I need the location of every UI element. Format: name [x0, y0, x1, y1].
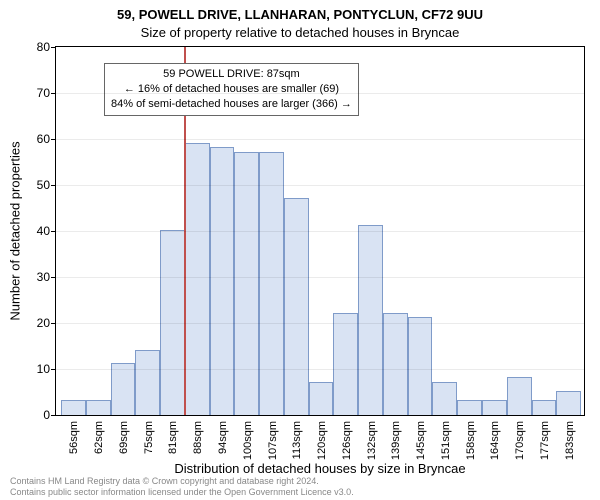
- xtick-label: 69sqm: [118, 421, 130, 454]
- xtick-label: 120sqm: [316, 421, 328, 460]
- ytick-mark: [51, 47, 56, 48]
- gridline: [56, 323, 584, 324]
- xtick-label: 145sqm: [415, 421, 427, 460]
- bar: [111, 363, 136, 415]
- bar: [86, 400, 111, 415]
- bar: [259, 152, 284, 415]
- chart-area: 56sqm62sqm69sqm75sqm81sqm88sqm94sqm100sq…: [55, 46, 585, 416]
- gridline: [56, 93, 584, 94]
- ytick-mark: [51, 139, 56, 140]
- attribution: Contains HM Land Registry data © Crown c…: [10, 476, 590, 498]
- bar: [135, 350, 160, 415]
- gridline: [56, 369, 584, 370]
- gridline: [56, 185, 584, 186]
- annotation-line1: 59 POWELL DRIVE: 87sqm: [111, 67, 352, 82]
- y-axis-label: Number of detached properties: [8, 141, 23, 320]
- bar: [408, 317, 433, 415]
- annotation-line3: 84% of semi-detached houses are larger (…: [111, 97, 352, 112]
- xtick-label: 139sqm: [390, 421, 402, 460]
- bar: [358, 225, 383, 415]
- bar: [457, 400, 482, 415]
- ytick-label: 60: [37, 132, 50, 146]
- xtick-label: 177sqm: [539, 421, 551, 460]
- ytick-label: 40: [37, 224, 50, 238]
- page-subtitle: Size of property relative to detached ho…: [0, 24, 600, 40]
- annotation-box: 59 POWELL DRIVE: 87sqm ← 16% of detached…: [104, 63, 359, 116]
- xtick-label: 88sqm: [192, 421, 204, 454]
- attribution-line1: Contains HM Land Registry data © Crown c…: [10, 476, 590, 487]
- xtick-label: 94sqm: [217, 421, 229, 454]
- bar: [185, 143, 210, 415]
- plot-background: 56sqm62sqm69sqm75sqm81sqm88sqm94sqm100sq…: [55, 46, 585, 416]
- ytick-label: 10: [37, 362, 50, 376]
- ytick-mark: [51, 369, 56, 370]
- xtick-label: 62sqm: [93, 421, 105, 454]
- x-axis-label: Distribution of detached houses by size …: [55, 461, 585, 476]
- annotation-line2: ← 16% of detached houses are smaller (69…: [111, 82, 352, 97]
- gridline: [56, 139, 584, 140]
- ytick-label: 30: [37, 270, 50, 284]
- attribution-line2: Contains public sector information licen…: [10, 487, 590, 498]
- ytick-mark: [51, 415, 56, 416]
- xtick-label: 100sqm: [242, 421, 254, 460]
- bar: [383, 313, 408, 415]
- bar: [333, 313, 358, 415]
- bar: [556, 391, 581, 415]
- ytick-mark: [51, 231, 56, 232]
- ytick-label: 80: [37, 40, 50, 54]
- bar: [309, 382, 334, 415]
- gridline: [56, 277, 584, 278]
- bar: [234, 152, 259, 415]
- xtick-label: 107sqm: [267, 421, 279, 460]
- xtick-label: 164sqm: [489, 421, 501, 460]
- xtick-label: 113sqm: [291, 421, 303, 459]
- ytick-mark: [51, 277, 56, 278]
- ytick-label: 50: [37, 178, 50, 192]
- bar: [210, 147, 235, 415]
- ytick-label: 0: [43, 408, 50, 422]
- bar: [432, 382, 457, 415]
- xtick-label: 151sqm: [440, 421, 452, 460]
- ytick-mark: [51, 185, 56, 186]
- bar: [482, 400, 507, 415]
- xtick-label: 81sqm: [167, 421, 179, 454]
- xtick-label: 126sqm: [341, 421, 353, 460]
- bar: [532, 400, 557, 415]
- xtick-label: 56sqm: [68, 421, 80, 454]
- xtick-label: 75sqm: [143, 421, 155, 454]
- bar: [507, 377, 532, 415]
- xtick-label: 132sqm: [366, 421, 378, 460]
- xtick-label: 170sqm: [514, 421, 526, 460]
- gridline: [56, 231, 584, 232]
- xtick-label: 183sqm: [564, 421, 576, 460]
- page-title: 59, POWELL DRIVE, LLANHARAN, PONTYCLUN, …: [0, 0, 600, 24]
- ytick-mark: [51, 323, 56, 324]
- xtick-label: 158sqm: [465, 421, 477, 460]
- ytick-label: 70: [37, 86, 50, 100]
- bar: [61, 400, 86, 415]
- ytick-mark: [51, 93, 56, 94]
- ytick-label: 20: [37, 316, 50, 330]
